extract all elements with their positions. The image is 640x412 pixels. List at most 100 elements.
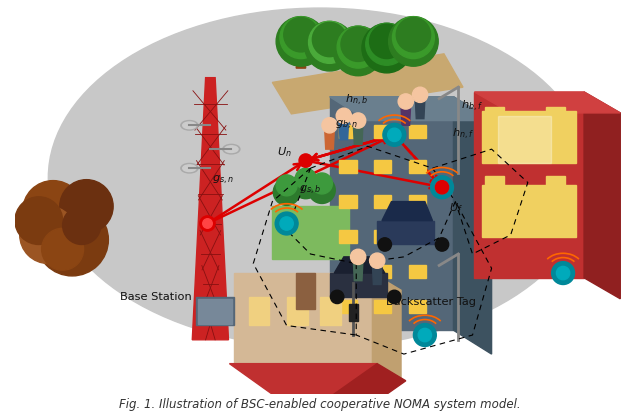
Polygon shape — [382, 49, 392, 61]
Polygon shape — [330, 273, 387, 297]
Text: Fig. 1. Illustration of BSC-enabled cooperative NOMA system model.: Fig. 1. Illustration of BSC-enabled coop… — [119, 398, 521, 411]
Circle shape — [295, 168, 316, 189]
Circle shape — [337, 26, 379, 68]
Circle shape — [435, 238, 449, 251]
Circle shape — [20, 206, 77, 264]
Text: $g_{s,b}$: $g_{s,b}$ — [300, 184, 321, 197]
Circle shape — [63, 206, 100, 244]
Polygon shape — [377, 221, 435, 244]
Circle shape — [341, 27, 375, 61]
Polygon shape — [374, 125, 391, 138]
Polygon shape — [374, 300, 391, 313]
Polygon shape — [382, 201, 433, 221]
Polygon shape — [296, 273, 316, 309]
Circle shape — [15, 197, 63, 244]
Polygon shape — [324, 54, 334, 59]
Circle shape — [383, 124, 406, 146]
Bar — [196, 297, 234, 325]
Circle shape — [552, 262, 575, 285]
Text: $h_{n,f}$: $h_{n,f}$ — [452, 127, 474, 143]
Polygon shape — [409, 54, 418, 61]
Bar — [349, 304, 358, 321]
Circle shape — [280, 16, 322, 59]
Circle shape — [369, 24, 404, 59]
Polygon shape — [273, 206, 349, 259]
Ellipse shape — [183, 122, 196, 129]
Polygon shape — [474, 92, 620, 113]
Polygon shape — [409, 230, 426, 243]
Text: $U_n$: $U_n$ — [276, 145, 291, 159]
Circle shape — [413, 323, 436, 346]
Text: Base Station: Base Station — [120, 292, 192, 302]
Polygon shape — [485, 107, 504, 124]
Polygon shape — [339, 121, 349, 140]
Circle shape — [299, 154, 312, 167]
Polygon shape — [273, 54, 463, 114]
Circle shape — [418, 328, 431, 342]
Polygon shape — [372, 265, 382, 285]
Bar — [198, 299, 232, 323]
Polygon shape — [353, 125, 363, 144]
Circle shape — [308, 177, 335, 204]
Polygon shape — [287, 297, 308, 325]
Circle shape — [398, 94, 413, 109]
Polygon shape — [192, 77, 228, 340]
Polygon shape — [546, 176, 564, 193]
Ellipse shape — [183, 165, 196, 171]
Circle shape — [388, 128, 401, 141]
Circle shape — [388, 290, 401, 304]
Circle shape — [556, 267, 570, 280]
Polygon shape — [353, 262, 363, 281]
Polygon shape — [324, 130, 334, 149]
Text: $h_{n,b}$: $h_{n,b}$ — [345, 93, 368, 108]
Circle shape — [36, 204, 108, 276]
Circle shape — [292, 172, 319, 199]
Ellipse shape — [181, 164, 198, 173]
Polygon shape — [401, 106, 410, 125]
Circle shape — [273, 179, 300, 206]
Polygon shape — [230, 364, 377, 412]
Circle shape — [42, 228, 84, 270]
Polygon shape — [474, 92, 584, 278]
Polygon shape — [303, 364, 406, 412]
Circle shape — [312, 173, 332, 194]
Circle shape — [435, 180, 449, 194]
Circle shape — [392, 16, 435, 59]
Polygon shape — [409, 300, 426, 313]
Circle shape — [22, 180, 84, 241]
Polygon shape — [409, 195, 426, 208]
Polygon shape — [339, 300, 356, 313]
Polygon shape — [372, 273, 401, 381]
Circle shape — [312, 22, 347, 57]
Text: Backscatter Tag: Backscatter Tag — [385, 297, 476, 307]
Circle shape — [322, 118, 337, 133]
Ellipse shape — [49, 8, 591, 347]
Polygon shape — [409, 265, 426, 278]
Polygon shape — [409, 125, 426, 138]
Circle shape — [203, 219, 212, 228]
Circle shape — [330, 290, 344, 304]
Circle shape — [378, 238, 392, 251]
Circle shape — [305, 21, 355, 71]
Circle shape — [276, 175, 297, 196]
Polygon shape — [485, 176, 504, 193]
Ellipse shape — [223, 144, 240, 154]
Polygon shape — [339, 230, 356, 243]
Polygon shape — [339, 265, 356, 278]
Circle shape — [333, 26, 383, 76]
Circle shape — [431, 176, 454, 199]
Text: $g_{b,n}$: $g_{b,n}$ — [335, 119, 358, 132]
Circle shape — [435, 180, 449, 194]
Polygon shape — [415, 100, 425, 119]
Circle shape — [351, 249, 365, 265]
Text: $U_f$: $U_f$ — [449, 201, 463, 215]
Circle shape — [275, 212, 298, 235]
Polygon shape — [339, 160, 356, 173]
Polygon shape — [353, 44, 363, 63]
Circle shape — [351, 113, 365, 128]
Text: $g_{s,n}$: $g_{s,n}$ — [212, 174, 234, 187]
Polygon shape — [330, 97, 492, 121]
Polygon shape — [546, 107, 564, 124]
Circle shape — [362, 23, 412, 73]
Circle shape — [60, 180, 113, 233]
